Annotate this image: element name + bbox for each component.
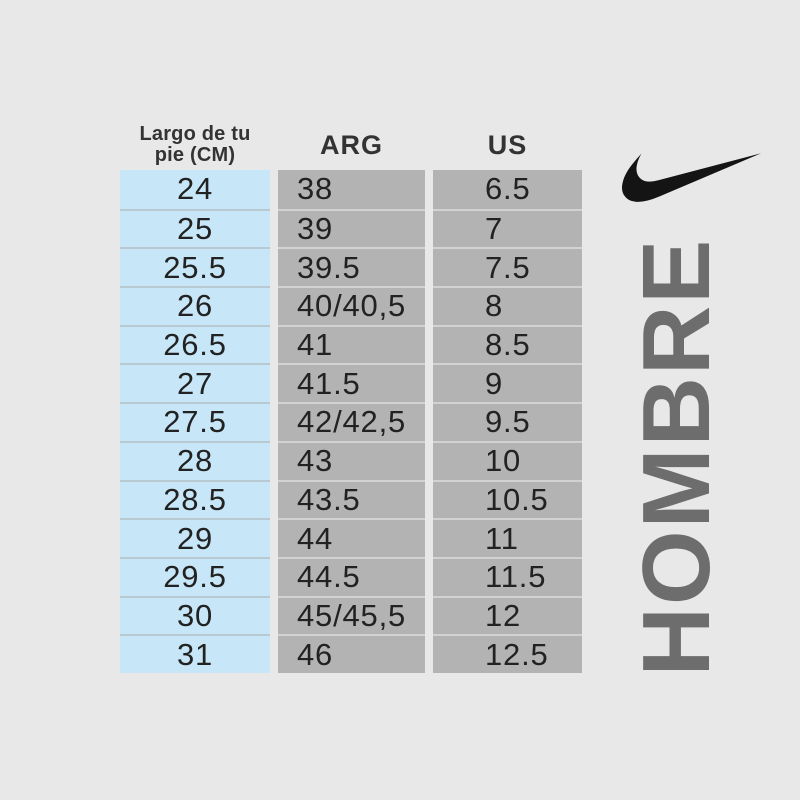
cm-cell: 31	[120, 634, 270, 673]
cm-cell: 29.5	[120, 556, 270, 596]
arg-cell: 42/42,5	[278, 402, 425, 441]
arg-cell: 45/45,5	[278, 595, 425, 635]
arg-cell: 39	[278, 208, 425, 248]
arg-cell: 43	[278, 440, 425, 480]
us-cell: 7.5	[433, 247, 582, 287]
us-cell: 9.5	[433, 402, 582, 441]
column-header-us: US	[487, 129, 528, 160]
column-header-cm-line1: Largo de tu	[139, 122, 251, 145]
us-cell: 11	[433, 518, 582, 557]
cm-cell: 30	[120, 595, 270, 635]
us-cell: 10.5	[433, 479, 582, 519]
column-header-cm: Largo de tu pie (CM)	[120, 120, 270, 170]
us-cell: 9	[433, 363, 582, 403]
cm-cell: 27.5	[120, 402, 270, 441]
cm-cell: 26	[120, 286, 270, 325]
cm-cell: 24	[120, 170, 270, 209]
arg-cell: 43.5	[278, 479, 425, 519]
column-header-arg: ARG	[320, 129, 383, 160]
us-cell: 8.5	[433, 324, 582, 364]
column-us-size: US 6.5 7 7.5 8 8.5 9 9.5 10 10.5 11 11.5…	[433, 120, 582, 673]
arg-cell: 44.5	[278, 556, 425, 596]
nike-swoosh-icon	[622, 153, 762, 202]
cm-cell: 28	[120, 440, 270, 480]
cm-cell: 25.5	[120, 247, 270, 287]
arg-cell: 38	[278, 170, 425, 209]
cm-cell: 29	[120, 518, 270, 557]
arg-cell: 41.5	[278, 363, 425, 403]
cm-cell: 26.5	[120, 324, 270, 364]
column-arg-size: ARG 38 39 39.5 40/40,5 41 41.5 42/42,5 4…	[278, 120, 425, 673]
us-cell: 7	[433, 208, 582, 248]
us-cell: 12.5	[433, 634, 582, 673]
arg-cell: 44	[278, 518, 425, 557]
column-foot-length-cm: Largo de tu pie (CM) 24 25 25.5 26 26.5 …	[120, 120, 270, 673]
us-cell: 6.5	[433, 170, 582, 209]
cm-cell: 27	[120, 363, 270, 403]
us-cell: 10	[433, 440, 582, 480]
arg-cell: 41	[278, 324, 425, 364]
arg-cell: 40/40,5	[278, 286, 425, 325]
cm-cell: 25	[120, 208, 270, 248]
arg-cell: 46	[278, 634, 425, 673]
us-cell: 11.5	[433, 556, 582, 596]
gender-label-hombre: HOMBRE	[623, 237, 730, 677]
us-cell: 8	[433, 286, 582, 325]
cm-cell: 28.5	[120, 479, 270, 519]
column-header-cm-line2: pie (CM)	[154, 144, 236, 166]
us-cell: 12	[433, 595, 582, 635]
arg-cell: 39.5	[278, 247, 425, 287]
